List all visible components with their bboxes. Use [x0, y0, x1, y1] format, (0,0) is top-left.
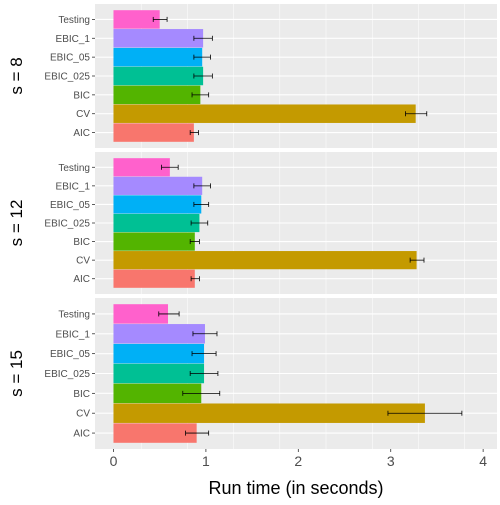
panel-1: Testing EBIC_1 EBIC_05 EBIC_025 BIC CV AIC s = … [7, 4, 497, 148]
bar-testing [113, 10, 160, 29]
error-bar-ebic-05 [193, 201, 210, 207]
error-bar-testing [161, 164, 179, 170]
bar-cv [113, 251, 417, 270]
error-bar-aic [190, 276, 200, 282]
category-tick-label: EBIC_1 [56, 181, 91, 192]
error-bar-bic [182, 390, 221, 396]
category-tick-label: AIC [73, 429, 90, 440]
category-tick-label: EBIC_025 [44, 219, 90, 230]
x-axis-title: Run time (in seconds) [208, 478, 383, 498]
category-tick-label: AIC [73, 274, 90, 285]
error-bar-ebic-025 [193, 73, 213, 79]
bar-bic [113, 383, 202, 404]
error-bar-bic [189, 239, 200, 245]
category-tick-label: Testing [58, 163, 90, 174]
bar-cv [113, 403, 425, 423]
error-bar-aic [185, 430, 210, 436]
category-tick-label: EBIC_05 [50, 53, 90, 64]
x-tick-label: 0 [110, 453, 118, 469]
category-tick-label: BIC [73, 237, 90, 248]
error-bar-aic [189, 130, 199, 136]
x-tick-label: 2 [294, 453, 302, 469]
panel-2: Testing EBIC_1 EBIC_05 EBIC_025 BIC CV AIC s = … [7, 152, 497, 294]
error-bar-cv [387, 410, 463, 416]
error-bar-ebic-1 [192, 331, 218, 337]
category-tick-label: Testing [58, 309, 90, 320]
bar-ebic-025 [113, 213, 200, 233]
x-tick-label: 1 [202, 453, 210, 469]
error-bar-ebic-05 [191, 351, 217, 357]
panel-3: Testing EBIC_1 EBIC_05 EBIC_025 BIC CV AIC s = … [7, 298, 497, 449]
category-tick-label: CV [76, 409, 90, 420]
error-bar-bic [191, 92, 210, 98]
panel-label: s = 8 [7, 57, 26, 94]
bar-ebic-025 [113, 66, 204, 86]
category-tick-label: EBIC_1 [56, 329, 91, 340]
bar-ebic-1 [113, 324, 205, 344]
bar-bic [113, 85, 201, 105]
bar-ebic-05 [113, 47, 203, 67]
category-tick-label: EBIC_05 [50, 200, 90, 211]
bar-bic [113, 232, 195, 251]
category-tick-label: EBIC_025 [44, 72, 90, 83]
bar-testing [113, 304, 169, 324]
bar-ebic-025 [113, 363, 205, 384]
bar-ebic-05 [113, 195, 202, 214]
panel-label: s = 12 [7, 200, 26, 247]
category-tick-label: CV [76, 256, 90, 267]
category-tick-label: Testing [58, 15, 90, 26]
bar-cv [113, 104, 416, 123]
bar-aic [113, 123, 194, 142]
panel-label: s = 15 [7, 350, 26, 397]
error-bar-testing [152, 16, 168, 22]
category-tick-label: EBIC_1 [56, 34, 91, 45]
error-bar-ebic-05 [193, 54, 211, 60]
x-tick-label: 3 [387, 453, 395, 469]
error-bar-ebic-1 [193, 183, 211, 189]
bar-ebic-1 [113, 29, 204, 48]
x-tick-label: 4 [479, 453, 487, 469]
bar-testing [113, 158, 170, 177]
bar-aic [113, 269, 195, 288]
bar-aic [113, 423, 197, 443]
category-tick-label: AIC [73, 128, 90, 139]
error-bar-ebic-025 [190, 220, 209, 226]
category-tick-label: EBIC_05 [50, 349, 90, 360]
error-bar-testing [158, 311, 180, 317]
bar-ebic-05 [113, 343, 205, 364]
category-tick-label: BIC [73, 90, 90, 101]
category-tick-label: EBIC_025 [44, 369, 90, 380]
category-tick-label: BIC [73, 389, 90, 400]
error-bar-cv [409, 257, 425, 263]
error-bar-ebic-1 [193, 35, 213, 41]
error-bar-cv [405, 111, 428, 117]
bar-ebic-1 [113, 176, 203, 195]
error-bar-ebic-025 [189, 371, 219, 376]
category-tick-label: CV [76, 109, 90, 120]
